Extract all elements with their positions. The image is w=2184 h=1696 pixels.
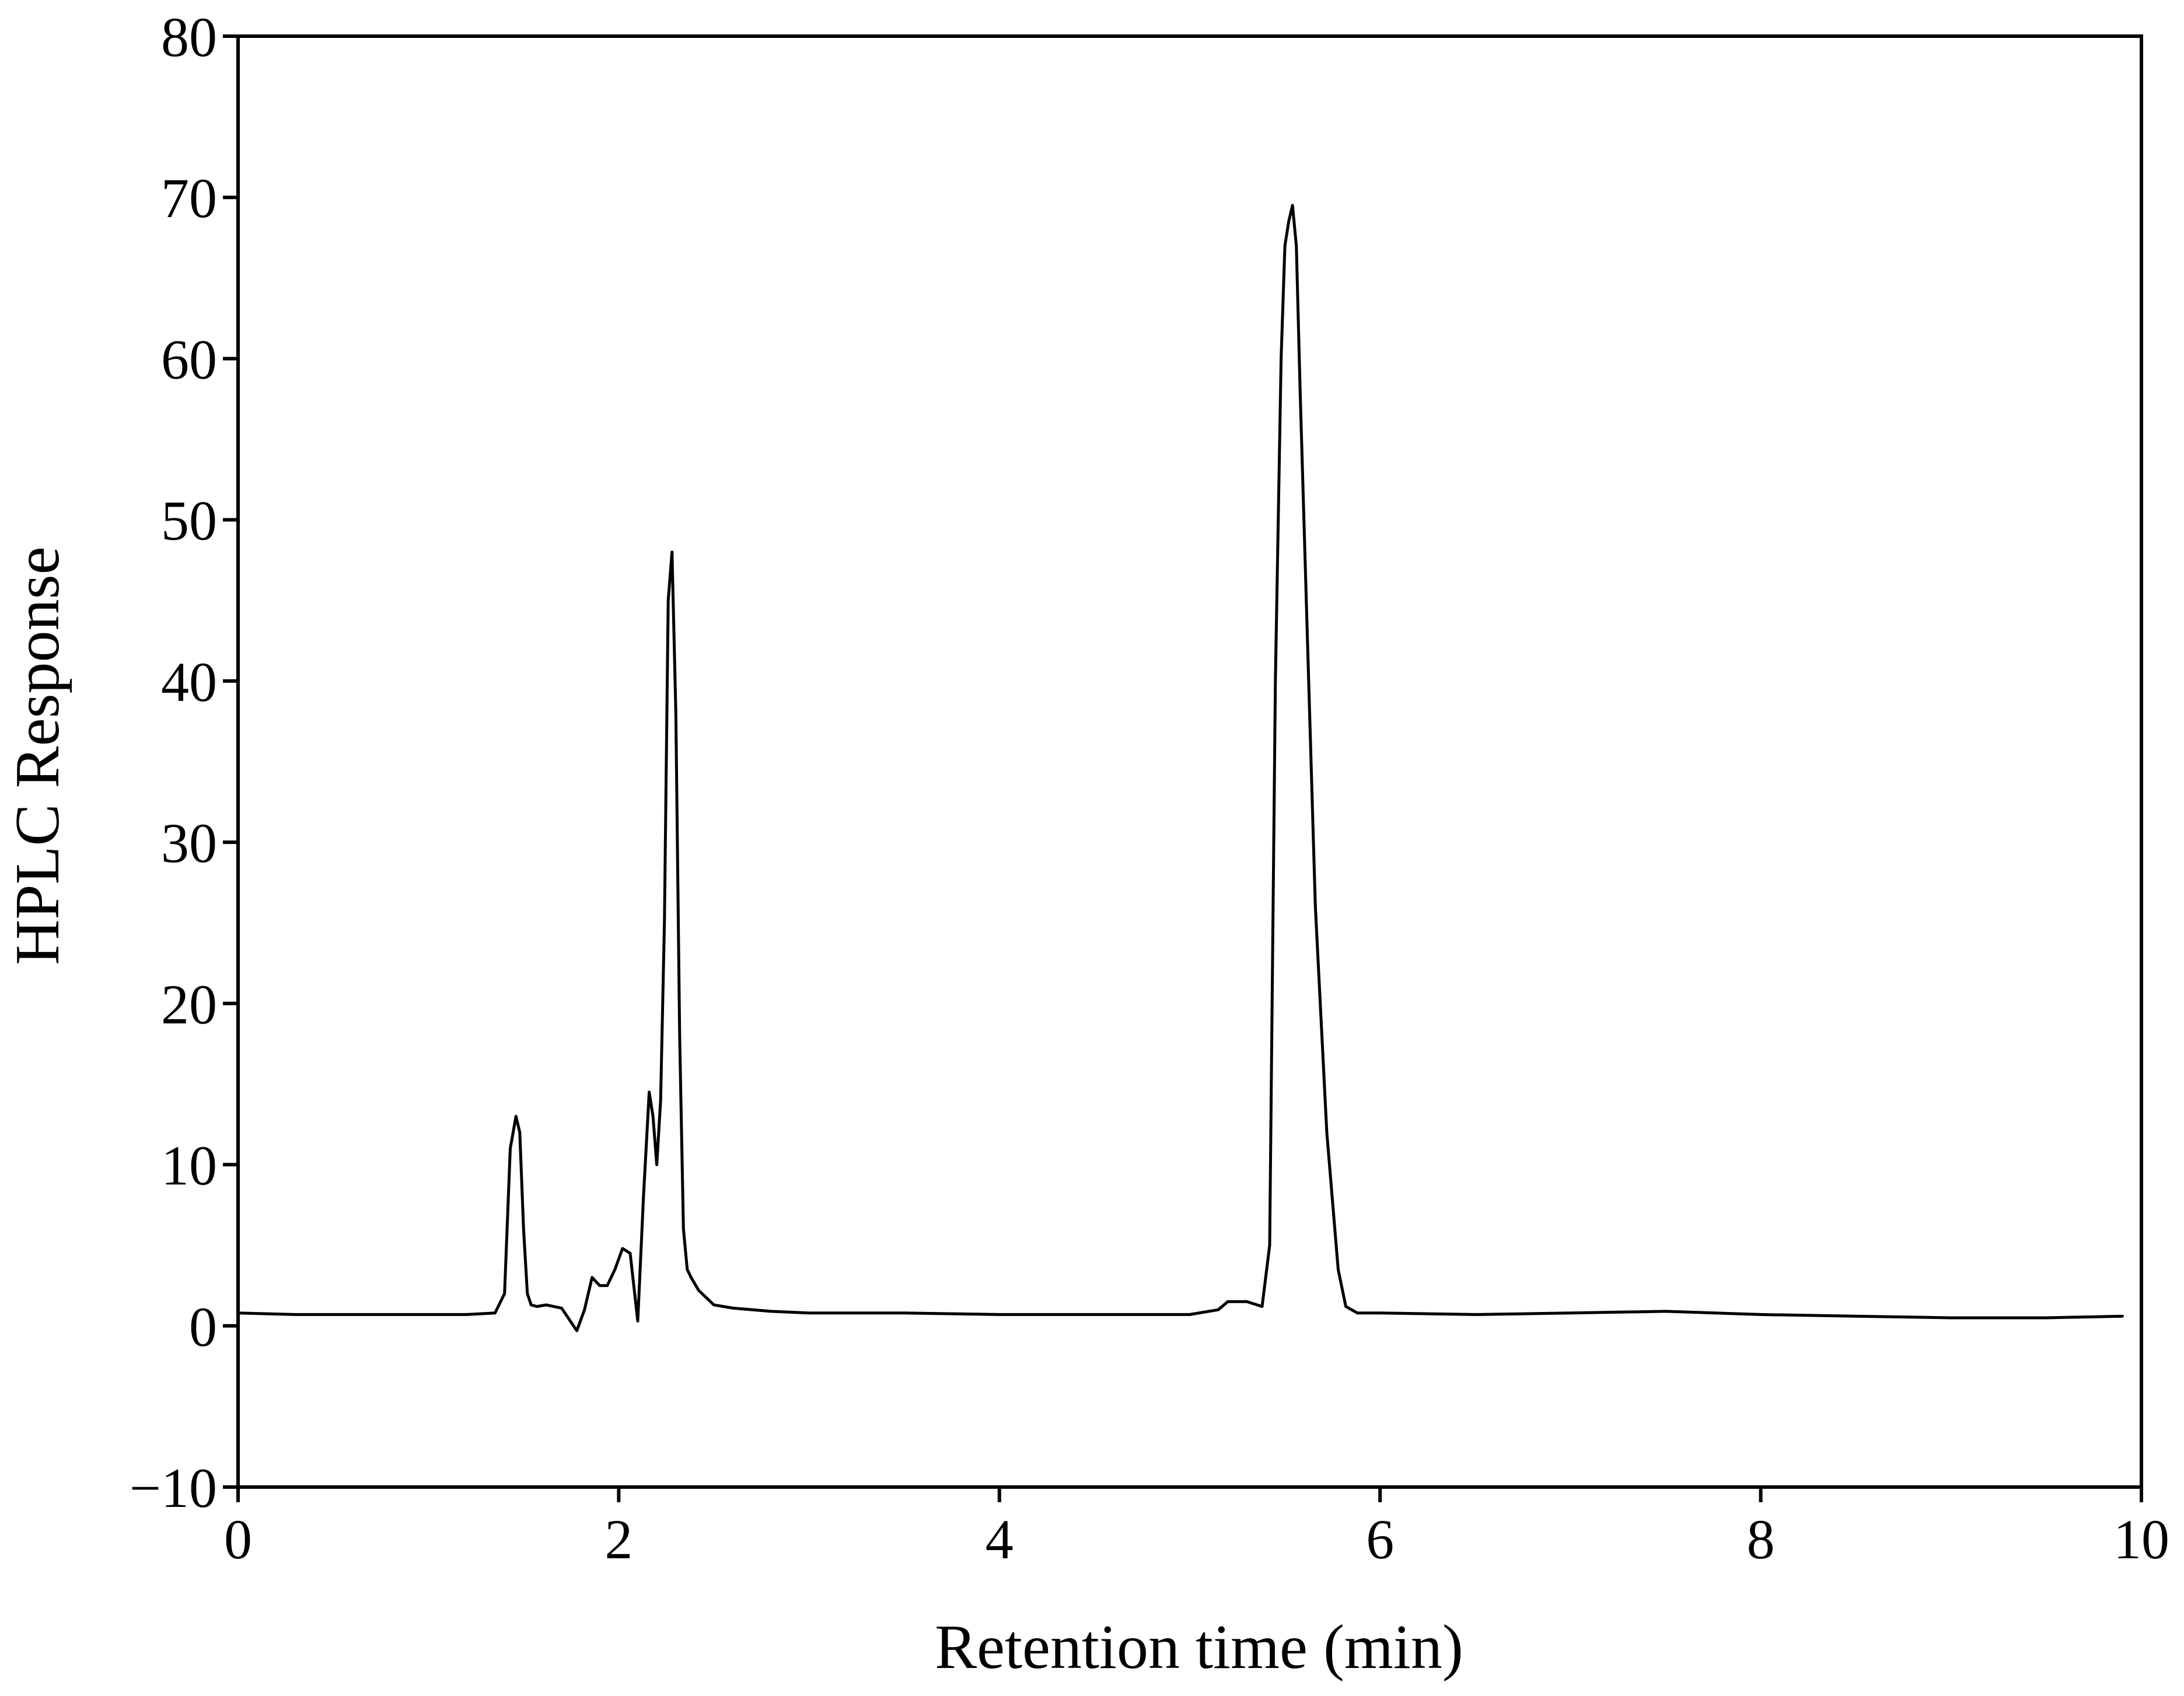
x-tick-label: 4 — [986, 1508, 1014, 1571]
y-tick-label: 40 — [161, 651, 217, 713]
y-tick-label: 50 — [161, 490, 217, 552]
series-layer — [236, 204, 2124, 1332]
y-axis-ticks: −10 0 10 20 30 40 50 60 70 80 — [130, 6, 238, 1519]
x-tick-label: 8 — [1747, 1508, 1775, 1571]
y-tick-label: 20 — [161, 973, 217, 1035]
y-tick-label: 80 — [161, 6, 217, 68]
plot-axes — [236, 34, 2143, 1489]
x-tick-label: 10 — [2113, 1508, 2169, 1571]
y-tick-label: 60 — [161, 328, 217, 390]
x-tick-label: 2 — [604, 1508, 633, 1571]
x-axis-title: Retention time (min) — [935, 1613, 1463, 1682]
x-tick-label: 6 — [1366, 1508, 1394, 1571]
plot-frame — [236, 34, 2143, 1489]
y-tick-label: 70 — [161, 167, 217, 229]
x-axis-ticks: 0 2 4 6 8 10 — [224, 1487, 2169, 1571]
y-tick-label: −10 — [130, 1457, 217, 1519]
y-tick-label: 10 — [161, 1135, 217, 1197]
x-tick-label: 0 — [224, 1508, 252, 1571]
y-tick-label: 0 — [189, 1296, 217, 1358]
chromatogram-trace — [236, 204, 2124, 1332]
y-tick-label: 30 — [161, 812, 217, 874]
y-axis-title: HPLC Response — [3, 546, 72, 965]
